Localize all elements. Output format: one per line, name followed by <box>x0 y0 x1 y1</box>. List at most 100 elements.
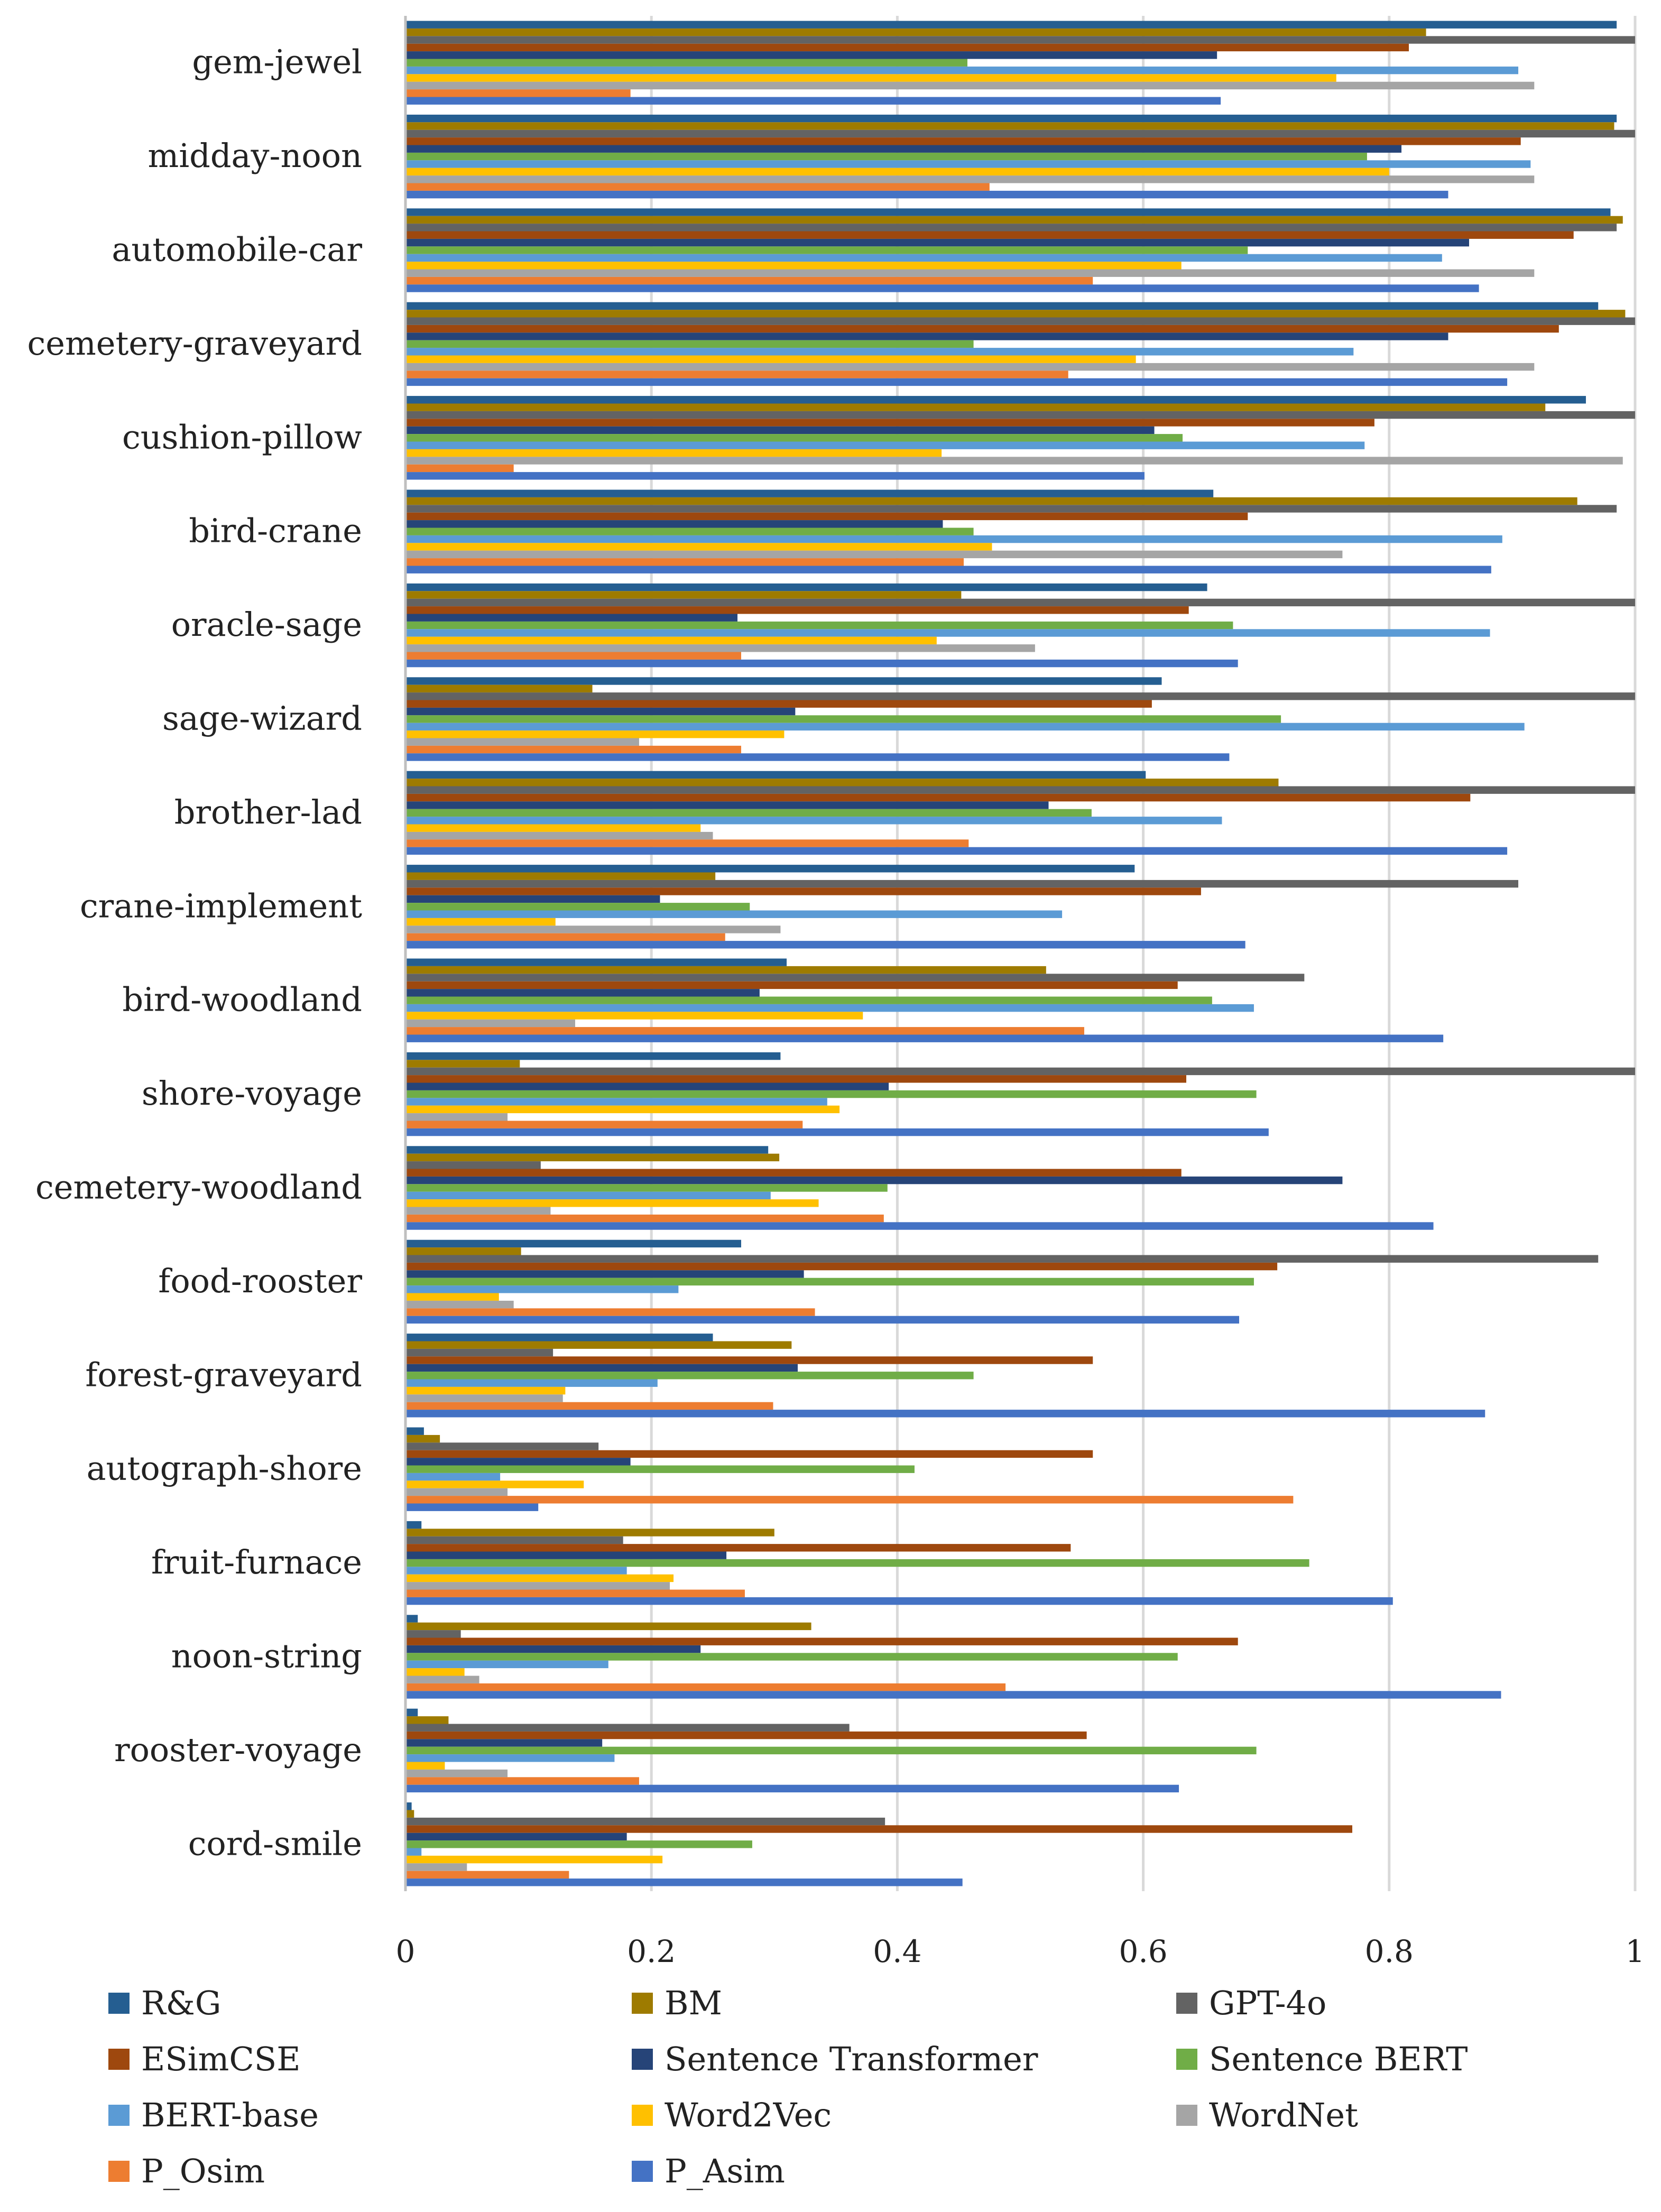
bar-sentence-transformer-noon-string <box>405 1645 701 1653</box>
bar-sentence-bert-gem-jewel <box>405 59 967 67</box>
category-label: cemetery-graveyard <box>27 324 362 363</box>
bar-sentence-transformer-gem-jewel <box>405 51 1217 59</box>
legend-item-p-osim: P_Osim <box>108 2152 265 2190</box>
bar-sentence-transformer-oracle-sage <box>405 614 738 622</box>
bar-bm-automobile-car <box>405 216 1623 224</box>
bar-wordnet-bird-crane <box>405 550 1343 559</box>
bar-sentence-transformer-food-rooster <box>405 1270 804 1278</box>
bar-esimcse-bird-crane <box>405 512 1248 521</box>
x-tick-label: 0.6 <box>1119 1933 1167 1969</box>
bar-sentence-transformer-midday-noon <box>405 145 1402 153</box>
bar-bert-base-cord-smile <box>405 1848 422 1856</box>
x-tick-label: 0.4 <box>873 1933 921 1969</box>
bar-word2vec-forest-graveyard <box>405 1386 566 1395</box>
bar-sentence-transformer-forest-graveyard <box>405 1364 798 1372</box>
category-label: brother-lad <box>174 793 362 831</box>
bar-sentence-transformer-cushion-pillow <box>405 426 1155 434</box>
category-label: fruit-furnace <box>151 1543 362 1581</box>
bar-wordnet-cemetery-graveyard <box>405 363 1535 371</box>
legend-item-word2vec: Word2Vec <box>632 2096 832 2134</box>
bar-p-osim-bird-woodland <box>405 1027 1084 1035</box>
bar-gpt-4o-fruit-furnace <box>405 1536 623 1544</box>
bar-randg-cushion-pillow <box>405 396 1586 404</box>
bar-wordnet-automobile-car <box>405 269 1535 277</box>
bar-gpt-4o-oracle-sage <box>405 598 1635 607</box>
bar-wordnet-fruit-furnace <box>405 1582 670 1590</box>
legend-swatch <box>1176 2049 1197 2070</box>
bar-p-asim-autograph-shore <box>405 1503 539 1511</box>
x-tick-label: 0 <box>396 1933 416 1969</box>
bar-sentence-transformer-bird-woodland <box>405 989 760 997</box>
legend-item-bert-base: BERT-base <box>108 2096 319 2134</box>
bar-gpt-4o-crane-implement <box>405 880 1519 888</box>
bar-gpt-4o-cemetery-woodland <box>405 1161 541 1169</box>
bar-bert-base-sage-wizard <box>405 723 1525 731</box>
bar-word2vec-gem-jewel <box>405 74 1336 82</box>
bar-wordnet-crane-implement <box>405 925 781 933</box>
bar-randg-autograph-shore <box>405 1427 424 1435</box>
bar-esimcse-gem-jewel <box>405 43 1409 52</box>
bar-word2vec-automobile-car <box>405 262 1182 270</box>
legend-item-esimcse: ESimCSE <box>108 2040 301 2078</box>
category-label: forest-graveyard <box>85 1355 362 1394</box>
legend: R&G BM GPT-4o ESimCSE Sentence Transformer Se… <box>108 1984 1468 2190</box>
bar-sentence-bert-noon-string <box>405 1653 1178 1661</box>
bar-esimcse-shore-voyage <box>405 1075 1187 1083</box>
bar-randg-oracle-sage <box>405 583 1207 591</box>
bar-p-asim-crane-implement <box>405 941 1245 949</box>
legend-label: P_Asim <box>665 2152 785 2190</box>
bar-gpt-4o-cord-smile <box>405 1817 885 1826</box>
bar-p-osim-automobile-car <box>405 276 1093 285</box>
legend-item-randg: R&G <box>108 1984 221 2022</box>
bar-sentence-bert-oracle-sage <box>405 621 1233 630</box>
legend-swatch <box>108 2105 130 2126</box>
bar-bert-base-gem-jewel <box>405 66 1519 75</box>
bar-bm-cushion-pillow <box>405 403 1546 411</box>
bar-bert-base-bird-woodland <box>405 1004 1254 1012</box>
bar-bm-oracle-sage <box>405 591 962 599</box>
legend-swatch <box>632 2049 653 2070</box>
bar-sentence-bert-sage-wizard <box>405 715 1281 723</box>
bar-p-osim-cemetery-graveyard <box>405 371 1068 378</box>
bar-bm-forest-graveyard <box>405 1341 792 1349</box>
bar-bert-base-cushion-pillow <box>405 441 1365 449</box>
bar-sentence-bert-bird-crane <box>405 527 974 535</box>
bar-esimcse-crane-implement <box>405 887 1201 895</box>
bar-word2vec-bird-woodland <box>405 1012 863 1020</box>
category-label: bird-crane <box>189 512 362 550</box>
bar-esimcse-forest-graveyard <box>405 1356 1093 1364</box>
bar-sentence-bert-bird-woodland <box>405 996 1212 1004</box>
bar-randg-crane-implement <box>405 865 1135 873</box>
bar-p-asim-cemetery-woodland <box>405 1222 1434 1230</box>
bar-bert-base-oracle-sage <box>405 629 1490 637</box>
x-tick-label: 1 <box>1626 1933 1645 1969</box>
gridlines <box>650 16 1637 1891</box>
bar-randg-automobile-car <box>405 208 1611 216</box>
bar-word2vec-midday-noon <box>405 168 1389 176</box>
bar-bm-food-rooster <box>405 1247 521 1255</box>
bar-gpt-4o-shore-voyage <box>405 1067 1635 1076</box>
bar-p-osim-autograph-shore <box>405 1496 1294 1504</box>
bar-esimcse-oracle-sage <box>405 606 1189 614</box>
bar-word2vec-brother-lad <box>405 824 701 832</box>
bar-randg-midday-noon <box>405 114 1617 123</box>
bar-bert-base-noon-string <box>405 1660 608 1669</box>
bar-p-osim-midday-noon <box>405 183 990 191</box>
bar-randg-cemetery-graveyard <box>405 302 1599 310</box>
category-label: cushion-pillow <box>122 418 362 456</box>
bar-p-asim-sage-wizard <box>405 753 1230 761</box>
bar-bm-gem-jewel <box>405 28 1426 36</box>
bar-sentence-bert-cemetery-woodland <box>405 1184 888 1192</box>
bar-randg-food-rooster <box>405 1239 741 1248</box>
category-label: rooster-voyage <box>114 1730 362 1769</box>
legend-swatch <box>632 2161 653 2182</box>
bar-randg-shore-voyage <box>405 1052 781 1060</box>
bar-p-asim-forest-graveyard <box>405 1410 1485 1418</box>
legend-swatch <box>632 2105 653 2126</box>
bar-wordnet-bird-woodland <box>405 1019 575 1028</box>
bar-p-osim-gem-jewel <box>405 89 631 97</box>
bar-p-asim-cemetery-graveyard <box>405 378 1508 386</box>
legend-item-sentence-bert: Sentence BERT <box>1176 2040 1468 2078</box>
bar-bert-base-cemetery-graveyard <box>405 348 1354 356</box>
bar-p-osim-cemetery-woodland <box>405 1214 884 1223</box>
